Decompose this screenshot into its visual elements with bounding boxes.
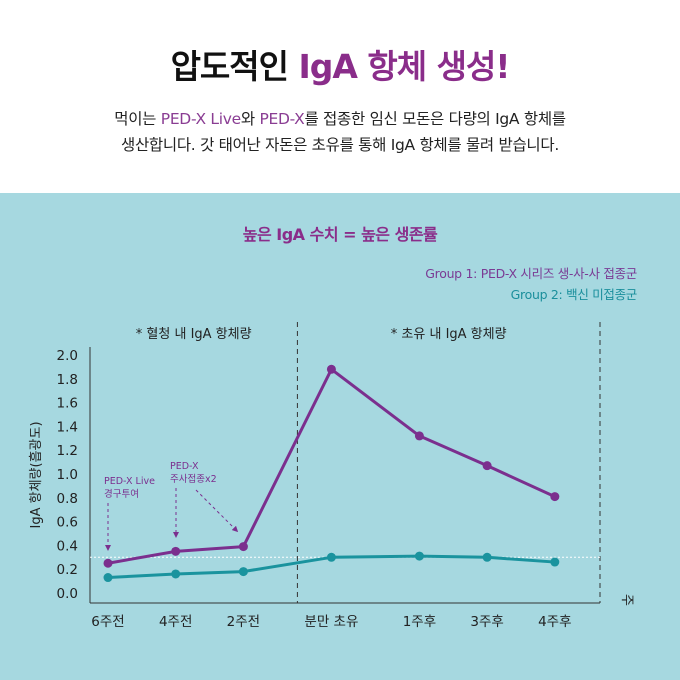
x-tick-label: 4주전 — [159, 614, 192, 630]
subtitle-line-2: 생산합니다. 갓 태어난 자돈은 초유를 통해 IgA 항체를 물려 받습니다. — [121, 136, 559, 154]
section-dividers: * 혈청 내 IgA 항체량 * 초유 내 IgA 항체량 — [90, 322, 601, 603]
product-name-live: PED-X Live — [160, 110, 241, 128]
y-tick-label: 2.0 — [57, 348, 78, 364]
y-tick-label: 0.8 — [57, 491, 78, 507]
data-point-group-1 — [482, 461, 492, 471]
x-tick-label: 1주후 — [403, 614, 436, 630]
subtitle-text: 와 — [240, 110, 260, 128]
data-point-group-2 — [171, 569, 181, 579]
annotation-injection-line1: PED-X — [170, 461, 199, 472]
section-label-serum: * 혈청 내 IgA 항체량 — [136, 327, 252, 342]
subtitle-text: 를 접종한 임신 모돈은 다량의 IgA 항체를 — [304, 110, 566, 128]
data-point-group-1 — [414, 431, 424, 441]
subtitle-line-1: 먹이는 PED-X Live와 PED-X를 접종한 임신 모돈은 다량의 Ig… — [0, 107, 680, 129]
x-tick-label: 분만 초유 — [304, 614, 358, 630]
y-tick-label: 0.2 — [57, 562, 78, 578]
section-label-colostrum: * 초유 내 IgA 항체량 — [391, 327, 507, 342]
x-tick-label: 2주전 — [227, 614, 260, 630]
subtitle-text: 먹이는 — [114, 110, 161, 128]
annotation-injection-line2: 주사접종x2 — [170, 473, 217, 485]
data-point-group-2 — [326, 552, 336, 562]
legend-group-1: Group 1: PED-X 시리즈 생-사-사 접종군 — [425, 266, 637, 281]
annotation-arrow — [195, 489, 239, 533]
data-point-group-1 — [550, 492, 560, 502]
y-tick-label: 1.2 — [57, 443, 78, 459]
y-tick-label: 1.4 — [57, 419, 78, 435]
legend-group-2: Group 2: 백신 미접종군 — [510, 287, 638, 302]
x-axis-unit-label: 주 — [619, 594, 634, 606]
data-point-group-2 — [414, 551, 424, 561]
data-point-group-1 — [326, 364, 336, 374]
data-point-group-1 — [171, 546, 181, 556]
chart-panel — [0, 193, 680, 680]
annotation-live-line2: 경구투여 — [104, 488, 139, 500]
y-tick-label: 0.6 — [57, 515, 78, 531]
y-tick-label: 1.0 — [57, 467, 78, 483]
x-tick-label: 6주전 — [91, 614, 124, 630]
title-main: 압도적인 — [170, 47, 299, 86]
chart-title: 높은 IgA 수치 = 높은 생존률 — [242, 225, 438, 244]
y-tick-label: 0.0 — [57, 586, 78, 602]
data-point-group-2 — [103, 573, 113, 583]
data-point-group-1 — [238, 542, 248, 552]
y-tick-label: 1.6 — [57, 396, 78, 412]
x-tick-label: 4주후 — [538, 614, 571, 630]
product-name: PED-X — [259, 110, 305, 128]
y-tick-label: 0.4 — [57, 538, 78, 554]
data-point-group-2 — [550, 557, 560, 567]
page-title: 압도적인 IgA 항체 생성! — [0, 40, 680, 88]
header-section: 압도적인 IgA 항체 생성! 먹이는 PED-X Live와 PED-X를 접… — [0, 0, 680, 193]
chart-axes: 0.0 0.2 0.4 0.6 0.8 1.0 1.2 1.4 1.6 1.8 2.0 IgA 항체량… — [29, 347, 634, 630]
title-accent: IgA 항체 생성! — [298, 47, 511, 86]
data-point-group-1 — [103, 558, 113, 568]
series-group — [103, 364, 560, 583]
data-point-group-2 — [238, 567, 248, 577]
y-tick-label: 1.8 — [57, 372, 78, 388]
data-point-group-2 — [482, 552, 492, 562]
y-axis-label: IgA 항체량(흡광도) — [29, 421, 44, 528]
x-tick-label: 3주후 — [470, 614, 503, 630]
annotation-live-line1: PED-X Live — [104, 476, 155, 487]
